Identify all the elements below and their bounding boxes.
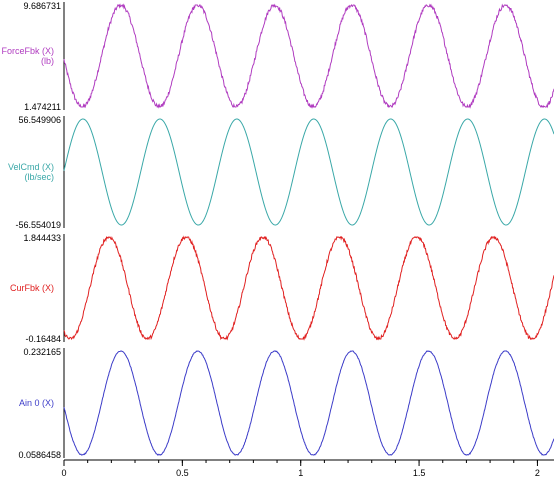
x-tick-label-2: 1	[298, 468, 303, 478]
series-line-0	[63, 3, 554, 109]
x-tick-label-1: 0.5	[176, 468, 189, 478]
x-tick-label-4: 2	[535, 468, 540, 478]
x-tick-label-0: 0	[61, 468, 66, 478]
y-max-label-3: 0.232165	[23, 347, 61, 357]
y-max-label-2: 1.844433	[23, 233, 61, 243]
y-min-label-3: 0.0586458	[18, 450, 61, 460]
series-unit-0: (lb)	[41, 56, 54, 66]
y-max-label-0: 9.686731	[23, 1, 61, 11]
y-max-label-1: 56.549906	[18, 115, 61, 125]
series-label-3: Ain 0 (X)	[19, 398, 54, 408]
series-label-0: ForceFbk (X)	[1, 46, 54, 56]
x-tick-label-3: 1.5	[413, 468, 426, 478]
series-label-1: VelCmd (X)	[8, 162, 54, 172]
y-min-label-1: -56.554019	[15, 220, 61, 230]
series-label-2: CurFbk (X)	[10, 283, 54, 293]
series-line-3	[63, 350, 554, 456]
series-line-2	[63, 235, 554, 341]
series-line-1	[63, 118, 554, 226]
y-min-label-2: -0.16484	[25, 334, 61, 344]
y-min-label-0: 1.474211	[24, 102, 61, 112]
series-unit-1: (lb/sec)	[24, 172, 54, 182]
